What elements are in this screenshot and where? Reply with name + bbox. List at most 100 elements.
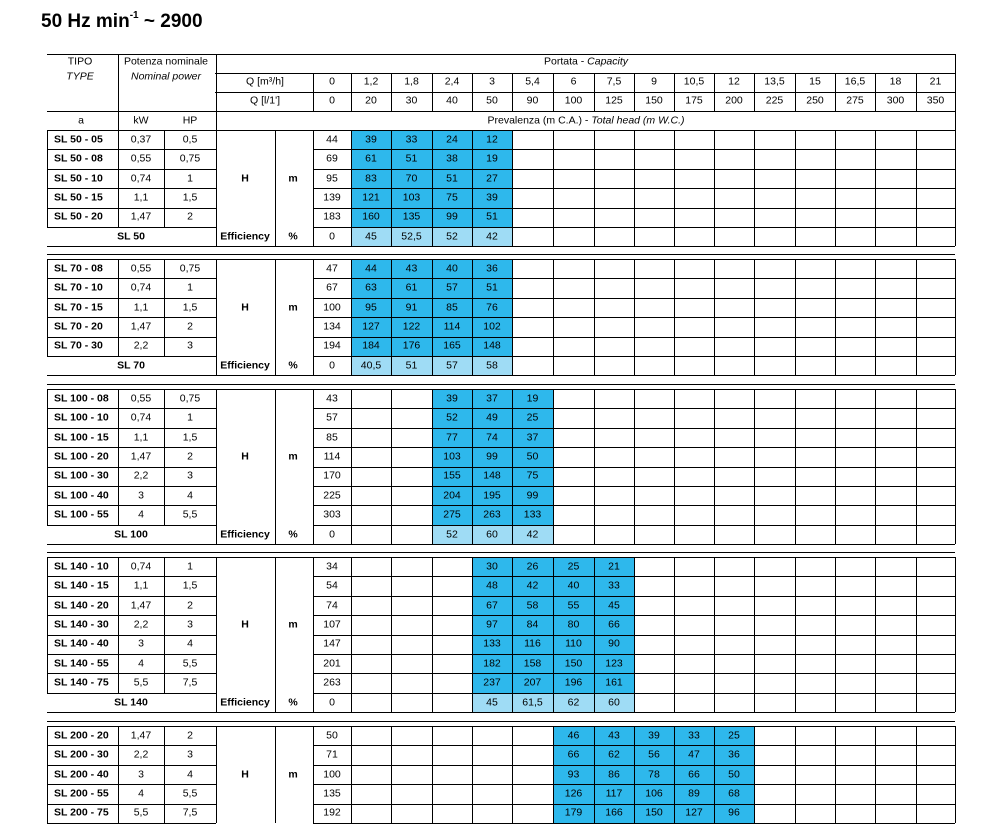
grid-line [313,130,314,247]
series-name: SL 70 [117,359,145,372]
grid-line [391,130,392,247]
efficiency-value: 42 [486,230,498,243]
head-value: 27 [486,172,498,184]
head-value: 38 [446,152,458,165]
head-value: 33 [688,729,700,742]
head-value: 21 [608,560,620,573]
head-value: 110 [565,637,582,650]
q-lmin-value: 50 [486,94,498,107]
head-value: 74 [326,599,338,611]
power-kw: 0,55 [130,152,152,165]
head-value: 166 [605,806,623,819]
power-hp: 4 [187,489,193,502]
grid-line [118,130,119,227]
power-kw: 4 [138,787,144,800]
grid-line [47,254,955,255]
head-value: 63 [365,281,377,294]
grid-line [47,336,216,338]
grid-line [216,54,217,130]
grid-line [714,389,715,545]
head-value: 196 [564,676,583,689]
grid-line [47,207,216,209]
head-symbol: H [241,618,249,631]
head-value: 133 [523,508,542,521]
grid-line [795,389,796,545]
grid-line [216,259,217,376]
hp-column-header: HP [182,114,198,127]
grid-line [215,73,955,74]
grid-line [795,259,796,376]
grid-line [391,73,392,111]
head-value-cell [553,784,754,804]
model-name: SL 140 - 15 [54,579,109,592]
grid-line [47,576,216,578]
grid-line [47,673,216,675]
power-kw: 2,2 [133,469,149,482]
head-value: 57 [446,281,458,294]
head-value: 106 [645,787,663,800]
power-kw: 1,1 [133,579,149,592]
grid-line [47,784,216,786]
head-value: 37 [526,431,539,443]
power-hp: 7,5 [182,676,198,689]
head-value: 135 [402,210,421,223]
grid-line [955,726,956,823]
q-m3h-value: 18 [889,75,902,88]
head-value: 117 [605,787,623,800]
head-value: 147 [323,637,341,650]
grid-line [216,389,217,545]
grid-line [164,389,165,525]
power-kw: 0,55 [130,392,152,405]
grid-line [594,557,595,713]
head-value: 195 [483,489,501,502]
model-name: SL 200 - 20 [54,729,109,742]
head-value: 103 [443,450,461,463]
grid-line [674,726,675,823]
head-value: 84 [526,618,539,631]
grid-line [313,557,314,713]
grid-line [512,130,513,247]
power-kw: 4 [138,508,144,521]
model-name: SL 140 - 40 [54,637,109,650]
power-hp: 3 [187,339,193,352]
grid-line [754,73,755,111]
efficiency-value: 42 [526,528,539,540]
head-value-cell [553,764,754,785]
power-kw: 1,47 [130,599,152,611]
model-name: SL 140 - 30 [54,618,109,631]
head-value: 61 [365,152,377,165]
head-value: 127 [685,806,703,819]
power-kw: 1,1 [133,431,149,443]
grid-line [512,259,513,376]
grid-line [351,389,352,545]
head-value: 75 [446,191,458,204]
head-value: 85 [326,431,338,443]
model-name: SL 100 - 20 [54,450,109,463]
grid-line [164,557,165,693]
model-name: SL 100 - 08 [54,392,109,405]
grid-line [313,389,314,545]
head-symbol: H [241,172,249,184]
efficiency-value: 52 [446,230,458,243]
grid-line [47,246,955,248]
efficiency-value: 0 [329,696,335,708]
power-hp: 2 [187,599,193,611]
grid-line [47,389,955,390]
grid-line [594,130,595,247]
head-value-cell [432,486,553,506]
power-kw: 3 [138,637,144,650]
efficiency-unit: % [288,528,298,540]
grid-line [795,73,796,111]
head-value: 192 [323,806,341,819]
head-value: 133 [483,637,501,650]
q-lmin-value: 175 [685,94,703,107]
grid-line [351,73,352,111]
q-lmin-value: 350 [926,94,945,107]
q-lmin-value: 200 [725,94,743,107]
head-value: 182 [483,657,501,670]
grid-line [432,259,433,376]
model-name: SL 70 - 08 [54,262,103,275]
efficiency-value: 45 [365,230,377,243]
head-unit: m [288,172,298,184]
